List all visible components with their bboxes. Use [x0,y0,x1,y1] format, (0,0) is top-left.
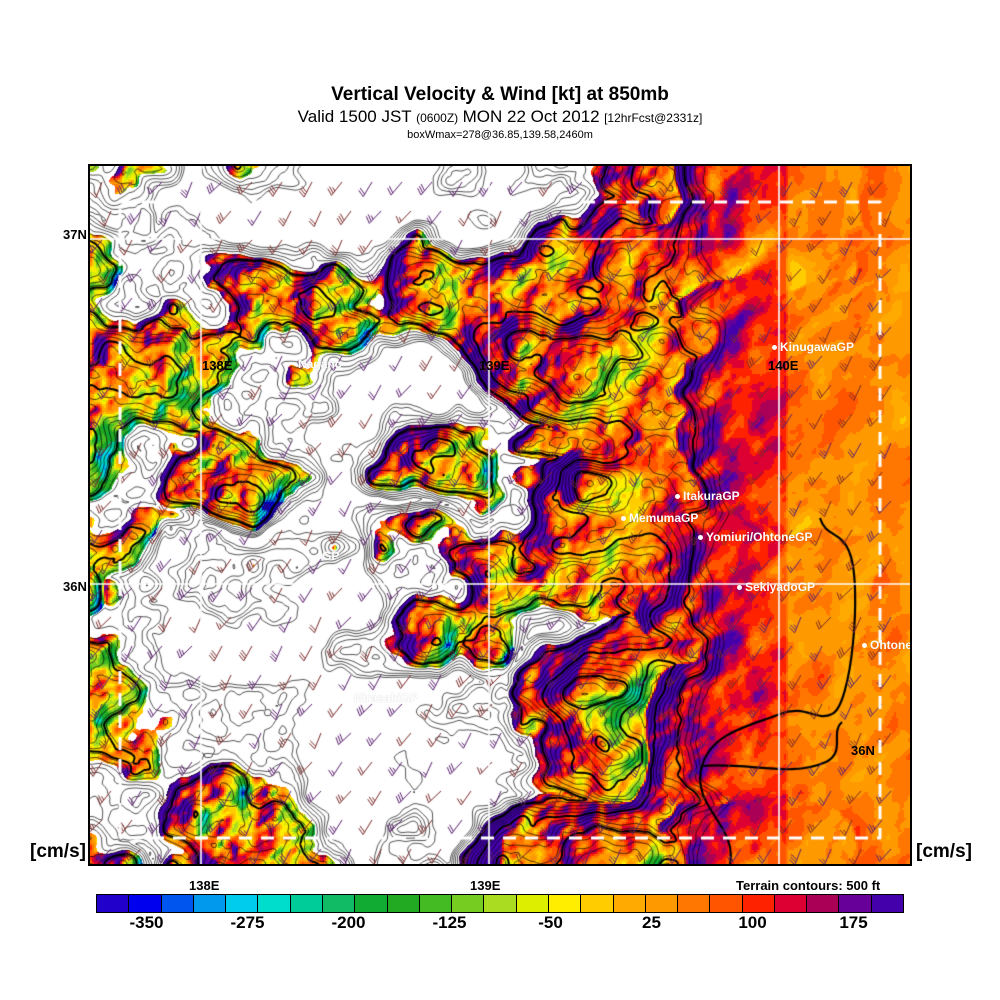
station-name-text: ItakuraGP [683,489,740,503]
valid-time-utc: (0600Z) [416,111,459,125]
station-label-nirasaki-gp: NirasakiGP [346,691,418,705]
station-name-text: Nagano [298,357,343,371]
colorbar-segment [807,895,840,912]
colorbar-segment [645,895,679,912]
station-label-Nagano: Nagano [298,357,342,371]
unit-label-right: [cm/s] [916,841,972,862]
colorbar-segment [129,895,162,912]
station-label-kinugawa-gp: KinugawaGP [772,340,854,354]
station-marker-dot [772,345,777,351]
station-label-matsumoto-gp: GP [322,549,339,563]
colorbar-tick: -125 [432,913,467,932]
colorbar-segment [484,895,517,912]
colorbar-segment [516,895,549,912]
colorbar-tick: 25 [642,913,661,932]
unit-label-left: [cm/s] [30,841,86,862]
station-marker-dot [675,494,680,500]
terrain-contour-note: Terrain contours: 500 ft [736,878,881,893]
colorbar-segment [839,895,872,912]
station-name-text: Ohtone [870,638,912,652]
colorbar-segment [678,895,711,912]
valid-time-line: Valid 1500 JST (0600Z) MON 22 Oct 2012 [… [0,107,1000,128]
station-name-text: KinugawaGP [780,340,855,354]
vertical-velocity-field [90,166,910,864]
colorbar-segment [97,895,130,912]
colorbar[interactable] [96,894,904,913]
station-label-sekiyado-gp: SekiyadoGP [737,580,815,594]
title-block: Vertical Velocity & Wind [kt] at 850mb V… [0,84,1000,142]
lon-label-138e-inner: 138E [202,358,233,373]
colorbar-tick: -350 [129,913,164,932]
colorbar-segment [387,895,420,912]
colorbar-segment [290,895,323,912]
colorbar-segment [548,895,582,912]
valid-date: MON 22 Oct 2012 [462,107,600,126]
station-label-itakura-gp: ItakuraGP [675,489,740,503]
colorbar-segment [581,895,614,912]
colorbar-segment [419,895,453,912]
station-marker-dot [862,643,867,649]
colorbar-segment [710,895,743,912]
station-marker-dot [346,696,351,702]
station-name-text: Yomiuri/OhtoneGP [706,530,813,544]
colorbar-tick: -50 [538,913,563,932]
valid-time-jst: Valid 1500 JST [297,107,412,126]
lon-label-140e-inner: 140E [768,358,799,373]
station-label-yomiuri-ohtone-gp: Yomiuri/OhtoneGP [698,530,812,544]
colorbar-segment [226,895,259,912]
colorbar-segment [161,895,194,912]
lat-label-37n-left: 37N [63,227,87,242]
colorbar-segment [742,895,775,912]
colorbar-segment [355,895,388,912]
boxwmax-annotation: boxWmax=278@36.85,139.58,2460m [407,129,593,141]
colorbar-tick: -200 [331,913,366,932]
map-plot-area[interactable]: 138E 139E 140E 36N Nagano GP KinugawaGP Ita… [88,164,912,866]
colorbar-segment [452,895,485,912]
colorbar-tick: -275 [230,913,265,932]
station-name-text: MemumaGP [629,511,699,525]
station-marker-dot [737,585,742,591]
colorbar-segment [193,895,227,912]
colorbar-tick-labels: -350 -275 -200 -125 -50 25 100 175 [96,913,904,939]
colorbar-tick: 175 [839,913,868,932]
station-label-ohtone: Ohtone [862,638,912,652]
colorbar-segment [871,895,904,912]
lon-label-139e-bottom: 139E [470,878,501,893]
lon-label-138e-bottom: 138E [189,878,220,893]
lat-label-36n-left: 36N [63,579,87,594]
lat-label-36n-right-inner: 36N [851,743,875,758]
colorbar-segment [613,895,646,912]
station-marker-dot [621,516,626,522]
colorbar-tick: 100 [738,913,767,932]
station-name-text: GP [322,549,340,563]
station-name-text: SekiyadoGP [745,580,816,594]
station-name-text: NirasakiGP [354,691,419,705]
colorbar-segment [774,895,808,912]
colorbar-segment [322,895,356,912]
station-marker-dot [698,535,703,541]
colorbar-segment [258,895,291,912]
lon-label-139e-inner: 139E [479,358,510,373]
station-label-memuma-gp: MemumaGP [621,511,698,525]
forecast-tag: [12hrFcst@2331z] [604,111,703,125]
page-title: Vertical Velocity & Wind [kt] at 850mb [331,84,669,105]
